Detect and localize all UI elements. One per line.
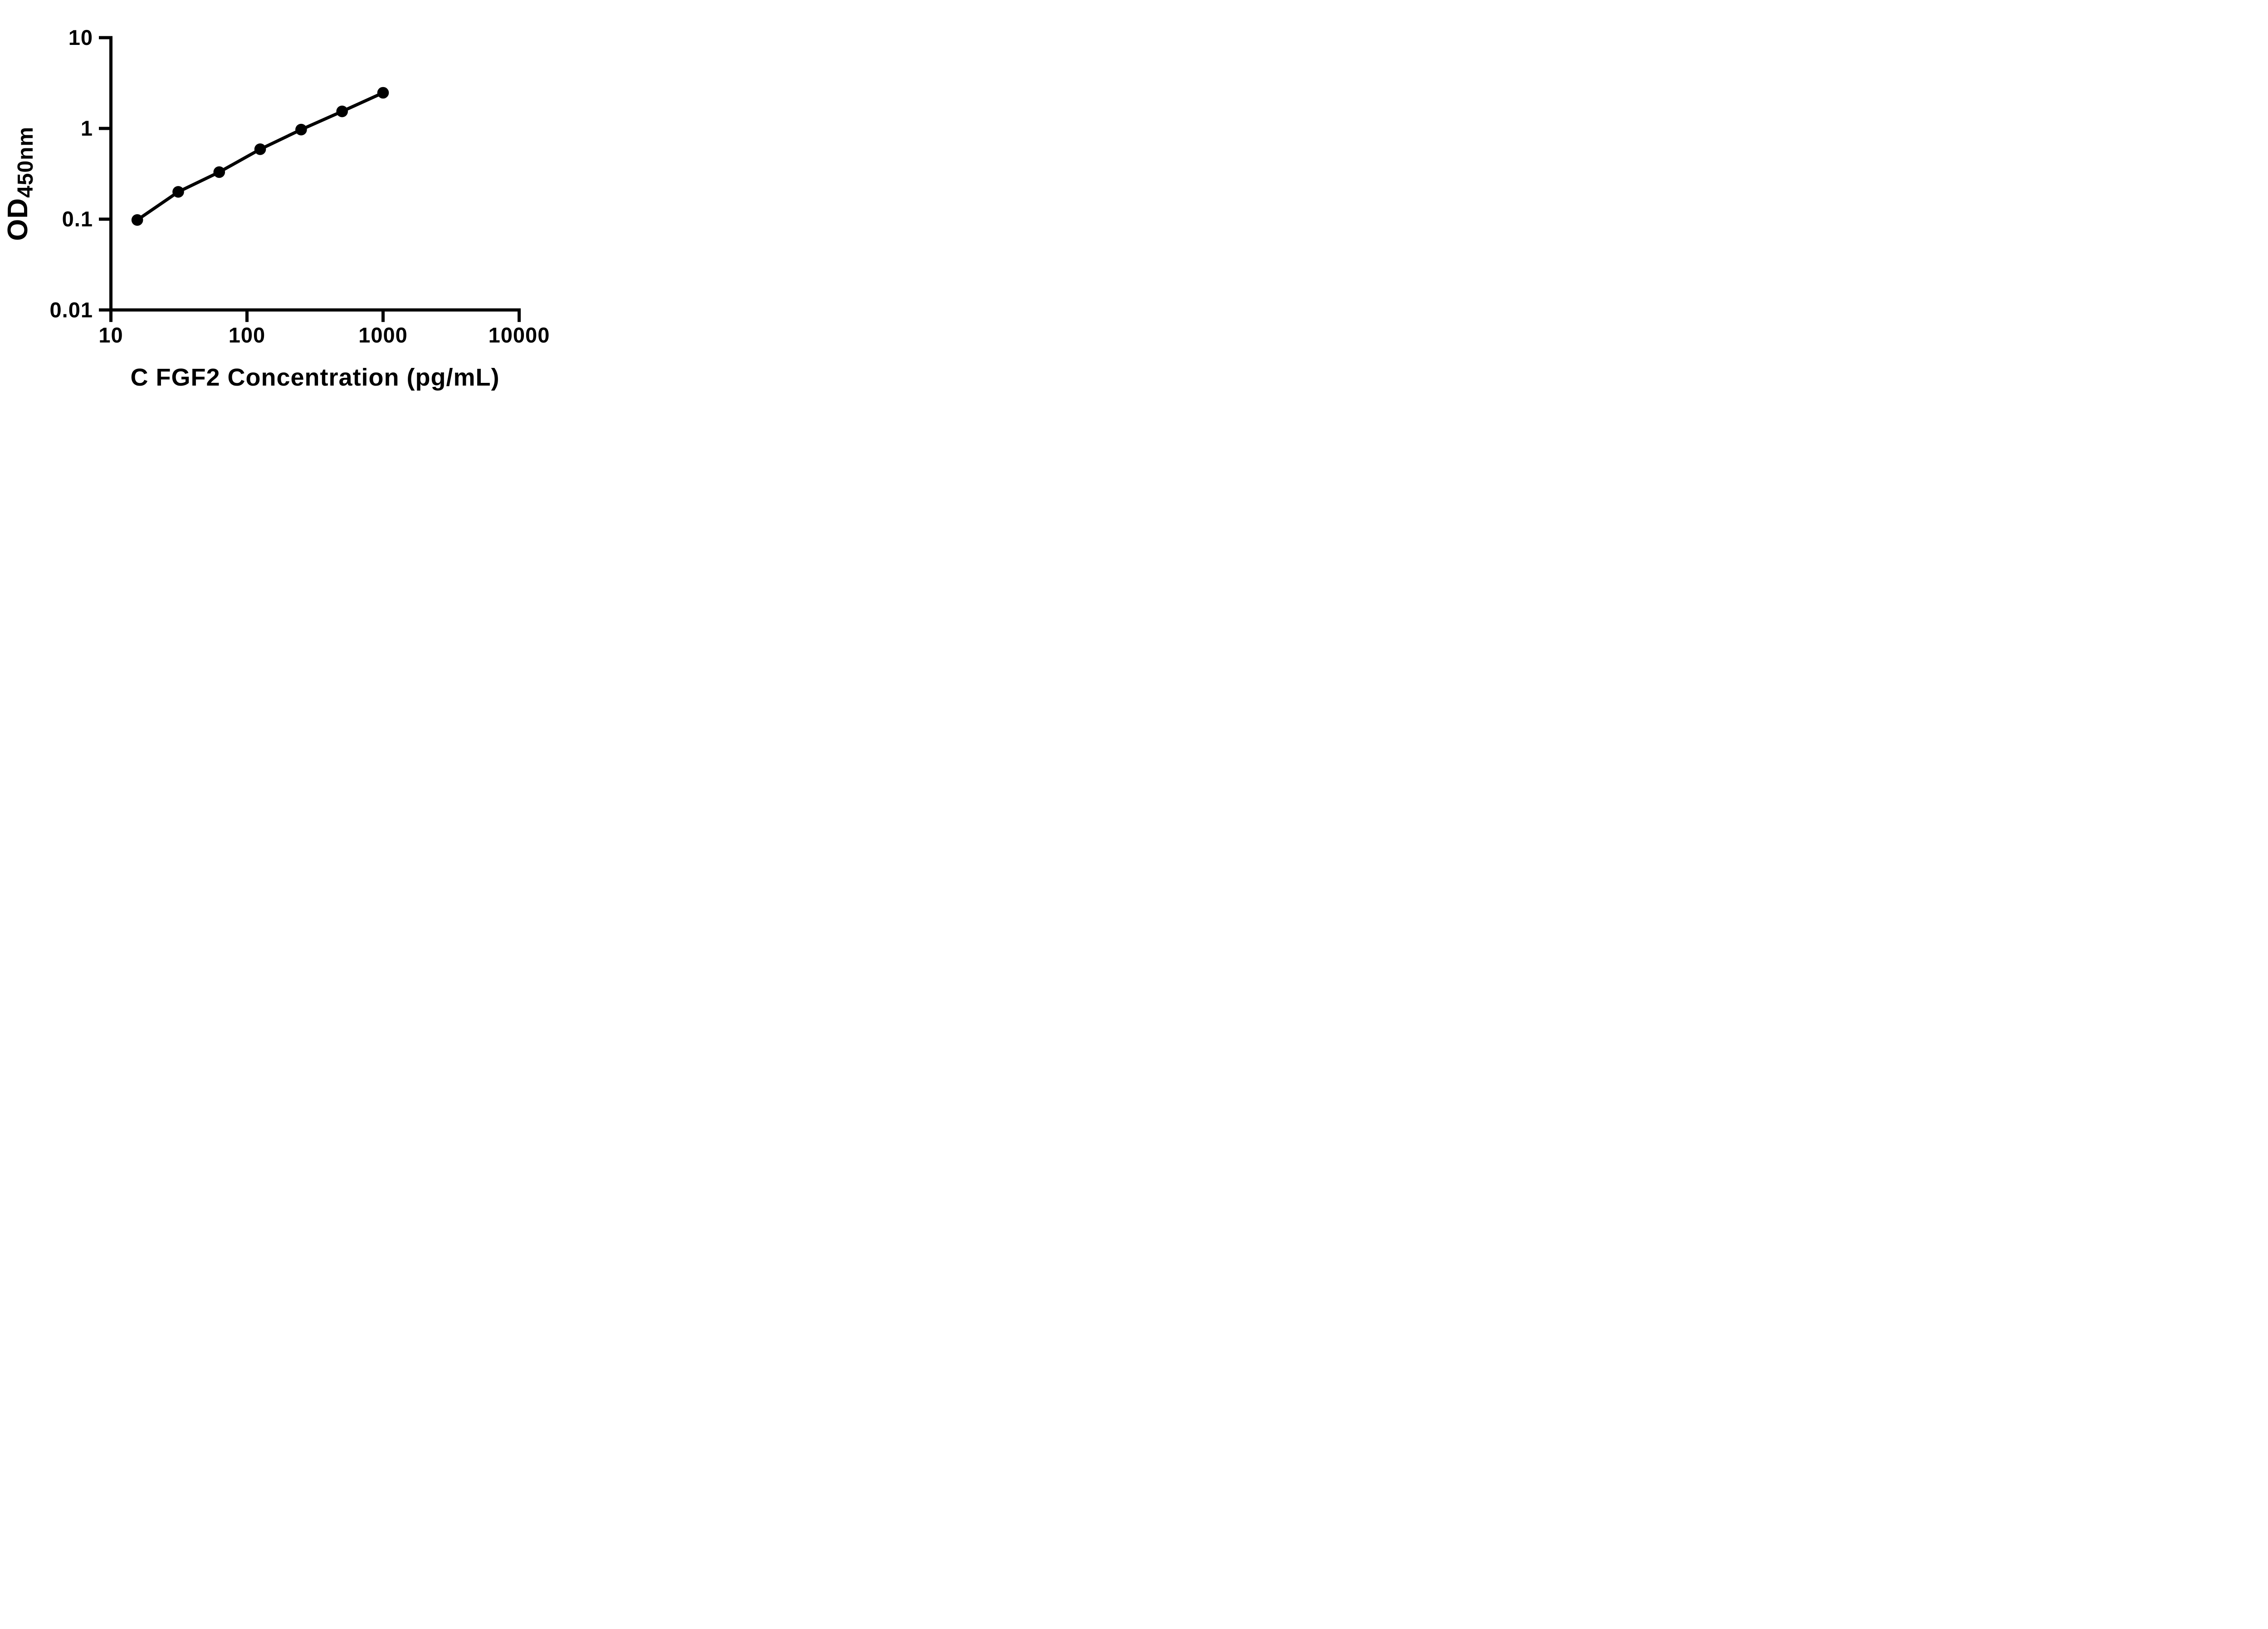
data-point-15.625	[131, 214, 143, 226]
data-point-31.25	[172, 186, 184, 198]
data-point-250	[295, 123, 307, 136]
data-point-62.5	[213, 166, 225, 178]
y-tick-label-1: 1	[81, 116, 93, 140]
y-axis-title-subscript: 450nm	[14, 127, 38, 198]
figure: 10 1 0.1 0.01 10 100 1000 10000 C FGF2 Concentra…	[0, 0, 583, 407]
x-tick-label-100: 100	[229, 323, 265, 347]
data-point-125	[254, 143, 266, 155]
x-tick-label-1000: 1000	[358, 323, 408, 347]
y-tick-label-0.1: 0.1	[62, 207, 93, 231]
x-tick-label-10000: 10000	[489, 323, 550, 347]
y-tick-label-10: 10	[68, 25, 93, 49]
y-axis-title: OD450nm	[2, 127, 38, 241]
x-tick-label-10: 10	[98, 323, 123, 347]
data-point-1000	[377, 87, 389, 99]
y-tick-label-0.01: 0.01	[50, 298, 93, 322]
y-axis-title-main: OD	[2, 198, 34, 241]
data-point-500	[336, 105, 348, 117]
x-axis-title: C FGF2 Concentration (pg/mL)	[131, 364, 500, 391]
